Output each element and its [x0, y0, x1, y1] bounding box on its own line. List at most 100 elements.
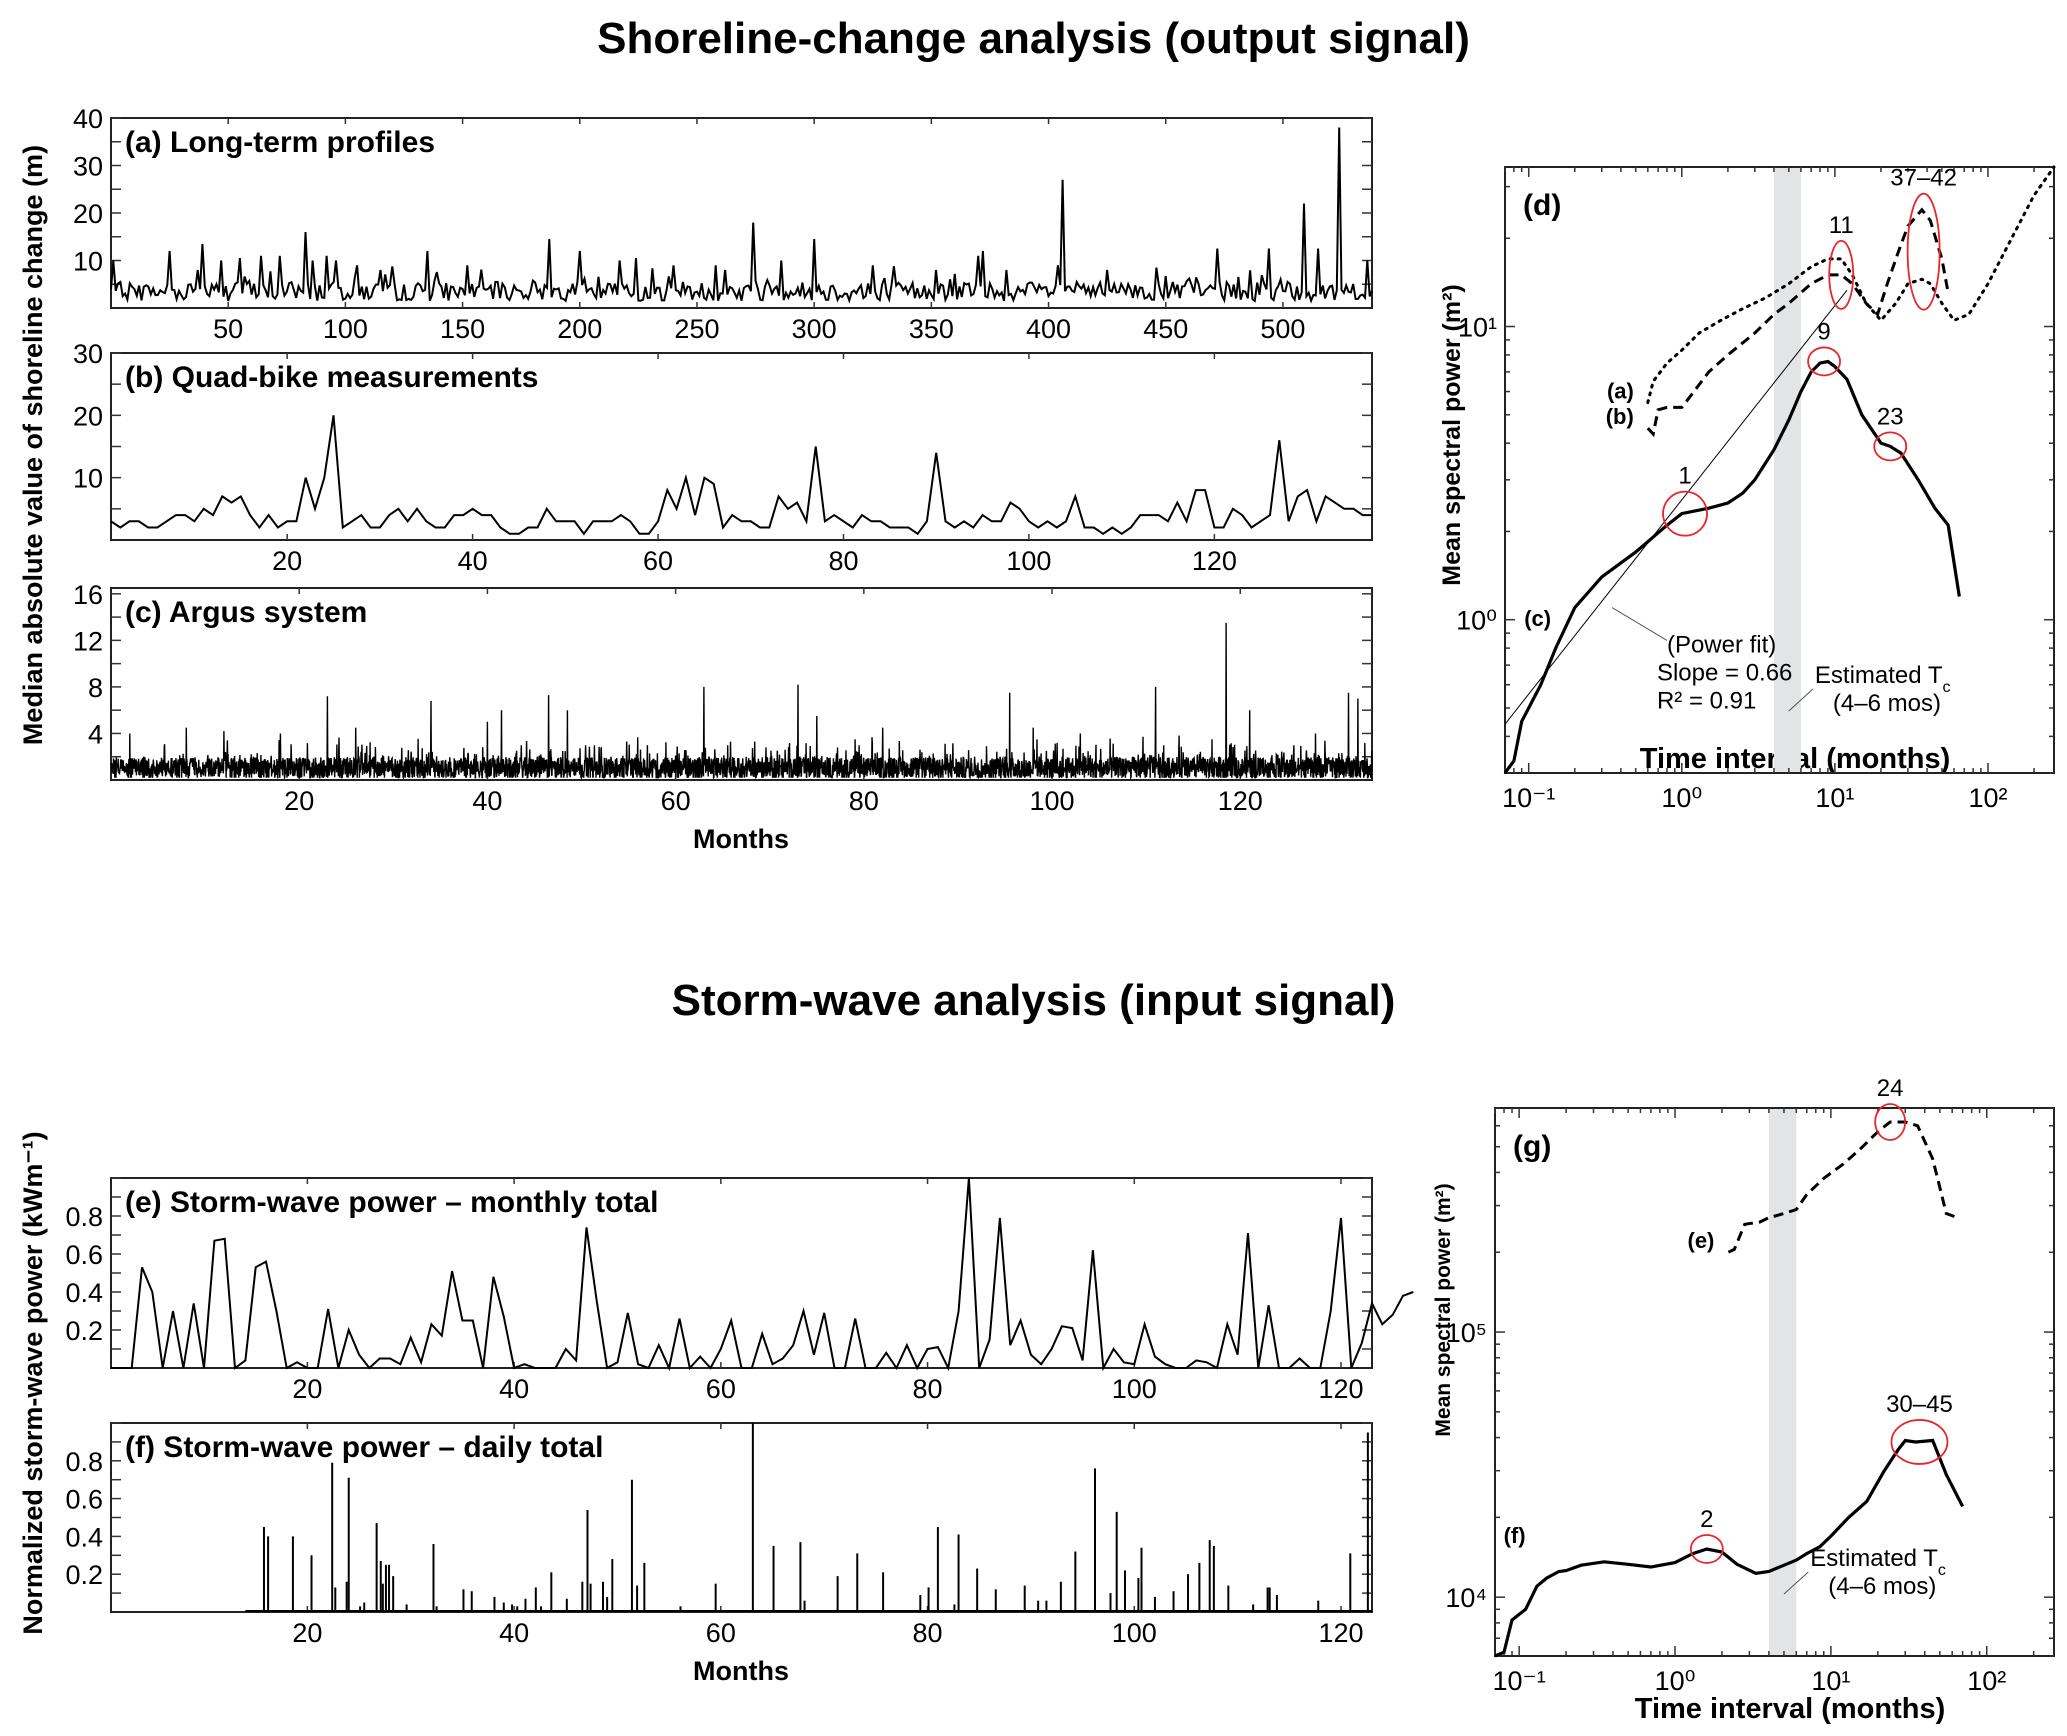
y-tick-label: 0.2	[65, 1560, 103, 1590]
highlight-label: 24	[1877, 1075, 1904, 1102]
y-tick-label: 20	[73, 401, 103, 431]
x-tick-label: 20	[284, 786, 314, 816]
x-tick-label: 60	[706, 1374, 736, 1404]
y-tick-label: 20	[73, 199, 103, 229]
top-ylabel: Median absolute value of shoreline chang…	[18, 145, 48, 745]
section-title-storm-wave: Storm-wave analysis (input signal)	[671, 976, 1396, 1025]
series-line-b	[110, 415, 1372, 536]
highlight-label: 11	[1829, 212, 1854, 239]
x-tick-label: 250	[674, 314, 719, 344]
x-tick-label: 10⁻¹	[1502, 783, 1555, 813]
x-tick-label: 20	[272, 546, 302, 576]
plot-frame-g	[1494, 1107, 2055, 1657]
y-tick-label: 12	[73, 626, 103, 656]
series-line-a	[1646, 165, 2056, 405]
x-tick-label: 10⁰	[1655, 1666, 1696, 1696]
highlight-circle	[1807, 346, 1841, 377]
tc-annotation: Estimated Tc	[1815, 662, 1951, 696]
series-label: (e)	[1688, 1228, 1715, 1253]
x-tick-label: 100	[1112, 1374, 1157, 1404]
tc-band	[1768, 1108, 1797, 1656]
x-tick-label: 60	[706, 1618, 736, 1648]
x-tick-label: 40	[499, 1618, 529, 1648]
highlight-label: 1	[1678, 463, 1691, 490]
panel-title-b: (b) Quad-bike measurements	[125, 361, 538, 394]
x-tick-label: 40	[499, 1374, 529, 1404]
series-line-c	[110, 622, 1373, 781]
y-tick-label: 10⁰	[1456, 606, 1497, 636]
y-tick-label: 10	[73, 247, 103, 277]
x-tick-label: 350	[909, 314, 954, 344]
highlight-circle	[1906, 192, 1941, 311]
tc-subscript: c	[1938, 1562, 1946, 1579]
x-tick-label: 80	[913, 1618, 943, 1648]
series-label: (c)	[1524, 606, 1551, 631]
x-tick-label: 10¹	[1811, 1666, 1850, 1696]
highlight-label: 23	[1877, 403, 1904, 430]
tc-range: (4–6 mos)	[1833, 690, 1941, 717]
x-tick-label: 10²	[1967, 1666, 2006, 1696]
highlight-label: 37–42	[1890, 165, 1957, 192]
y-tick-label: 0.4	[65, 1522, 103, 1552]
highlight-label: 2	[1700, 1506, 1713, 1533]
x-tick-label: 100	[1006, 546, 1051, 576]
plot-frame-d	[1504, 166, 2055, 774]
panel-title-g: (g)	[1513, 1130, 1551, 1163]
x-tick-label: 50	[213, 314, 243, 344]
highlight-circle	[1873, 431, 1908, 462]
months-label-f: Months	[693, 1656, 789, 1686]
x-tick-label: 120	[1318, 1374, 1363, 1404]
panel-d: 10⁻¹ 10⁰ 10¹ 10² 10⁰ 10¹ (d) (a)(b) (c) 1 9 11 23 37–…	[1456, 165, 2056, 813]
y-tick-label: 10⁵	[1446, 1318, 1487, 1348]
bottom-ylabel: Normalized storm-wave power (kWm⁻¹)	[18, 1131, 48, 1634]
tc-text: Estimated T	[1815, 662, 1943, 689]
x-tick-label: 100	[1030, 786, 1075, 816]
x-tick-label: 20	[292, 1374, 322, 1404]
y-tick-label: 0.8	[65, 1202, 103, 1232]
y-tick-label: 40	[73, 104, 103, 134]
y-tick-label: 0.4	[65, 1278, 103, 1308]
power-fit-power_fit: (Power fit)	[1667, 631, 1776, 658]
panel-b: 20 40 60 80 100 120 10 20 30 (b) Quad-bike measur…	[73, 339, 1373, 576]
series-line-c	[1503, 359, 1961, 774]
x-tick-label: 40	[458, 546, 488, 576]
panel-title-e: (e) Storm-wave power – monthly total	[125, 1186, 658, 1219]
x-tick-label: 20	[292, 1618, 322, 1648]
y-tick-label: 16	[73, 580, 103, 610]
x-tick-label: 450	[1143, 314, 1188, 344]
series-label: (b)	[1606, 404, 1634, 429]
tc-subscript: c	[1943, 679, 1951, 696]
panel-title-a: (a) Long-term profiles	[125, 126, 435, 159]
x-tick-label: 500	[1260, 314, 1305, 344]
xlabel-g: Time interval (months)	[1635, 1693, 1945, 1725]
x-tick-label: 80	[849, 786, 879, 816]
highlight-label: 30–45	[1886, 1391, 1953, 1418]
x-tick-label: 10²	[1968, 783, 2007, 813]
series-line-e	[111, 1177, 1414, 1372]
highlight-circle	[1890, 1419, 1949, 1465]
highlight-label: 9	[1817, 318, 1830, 345]
plot-frame-c	[110, 587, 1373, 781]
ylabel-g: Mean spectral power (m²)	[1432, 1183, 1455, 1436]
panel-title-c: (c) Argus system	[125, 596, 367, 629]
panel-g: 10⁻¹ 10⁰ 10¹ 10² 10⁴ 10⁵ (g) (e) (f) 24 2 30–45 Esti…	[1445, 1075, 2055, 1696]
y-tick-label: 30	[73, 339, 103, 369]
highlight-circle	[1828, 239, 1855, 310]
x-tick-label: 300	[792, 314, 837, 344]
x-tick-label: 120	[1318, 1618, 1363, 1648]
x-tick-label: 80	[913, 1374, 943, 1404]
y-tick-label: 8	[88, 673, 103, 703]
y-tick-label: 0.2	[65, 1316, 103, 1346]
y-tick-label: 10¹	[1458, 313, 1497, 343]
tc-range: (4–6 mos)	[1828, 1573, 1936, 1600]
x-tick-label: 80	[828, 546, 858, 576]
series-line-f	[1494, 1438, 1965, 1658]
y-tick-label: 0.6	[65, 1485, 103, 1515]
power-fit-leader	[1611, 607, 1668, 641]
x-tick-label: 120	[1192, 546, 1237, 576]
series-label: (f)	[1504, 1523, 1526, 1548]
y-tick-label: 10⁴	[1445, 1583, 1487, 1613]
x-tick-label: 60	[661, 786, 691, 816]
panel-c: 20 40 60 80 100 120 4 8 12 16 (c) Argus system	[73, 580, 1373, 816]
